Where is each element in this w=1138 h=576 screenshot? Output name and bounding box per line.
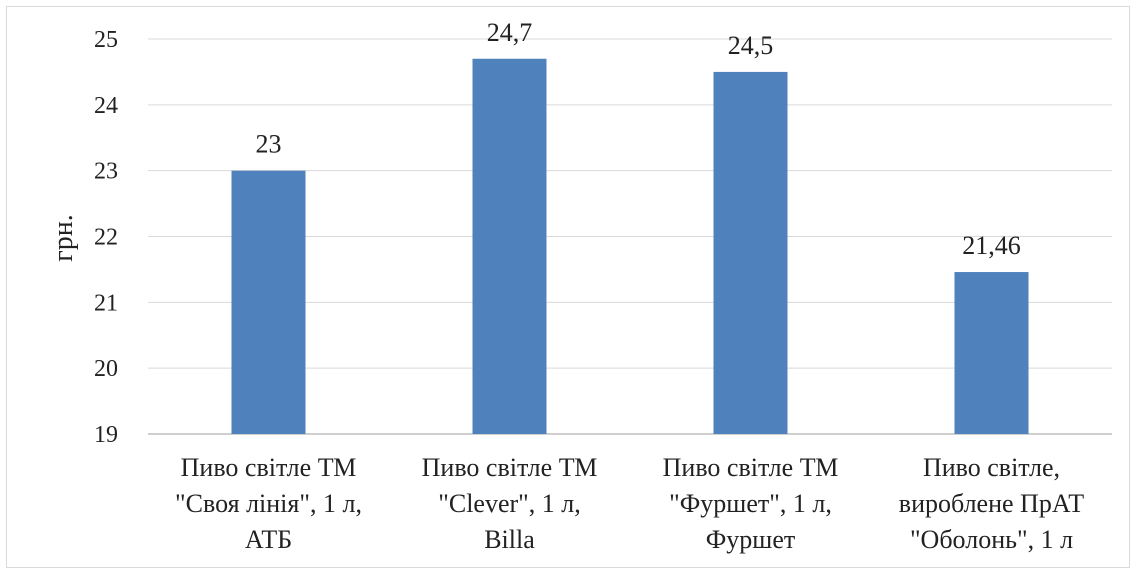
data-labels: 23 24,7 24,5 21,46: [256, 18, 1021, 260]
x-category-label-line: вироблене ПрАТ: [899, 489, 1085, 518]
y-tick-label: 20: [94, 356, 118, 382]
x-category-label-line: АТБ: [245, 525, 292, 554]
x-category-label: Пиво світле, вироблене ПрАТ "Оболонь", 1 л: [899, 453, 1085, 554]
data-label: 24,5: [728, 31, 774, 60]
x-category-label-line: "Своя лінія", 1 л,: [175, 489, 362, 518]
x-category-label: Пиво світле ТМ "Clever", 1 л, Billa: [422, 453, 598, 554]
gridlines: [148, 38, 1112, 435]
x-category-label-line: Фуршет: [706, 525, 795, 554]
bar: [954, 272, 1029, 434]
x-category-labels: Пиво світле ТМ "Своя лінія", 1 л, АТБПиво …: [175, 453, 1084, 554]
bar: [472, 58, 547, 434]
y-axis-label: грн.: [48, 214, 79, 261]
y-tick-label: 22: [94, 225, 118, 251]
y-tick-label: 21: [94, 290, 118, 316]
x-category-label-line: Пиво світле ТМ: [181, 453, 357, 482]
x-category-label-line: "Оболонь", 1 л: [910, 525, 1073, 554]
y-tick-label: 19: [94, 422, 118, 448]
data-label: 21,46: [962, 231, 1021, 260]
bar: [231, 170, 306, 434]
y-tick-label: 24: [94, 93, 118, 119]
x-category-label-line: Пиво світле,: [923, 453, 1060, 482]
y-tick-labels: 19 20 21 22 23 24 25: [94, 27, 118, 448]
x-category-label-line: Пиво світле ТМ: [422, 453, 598, 482]
data-label: 23: [256, 130, 282, 159]
data-label: 24,7: [487, 18, 533, 47]
x-category-label: Пиво світле ТМ "Фуршет", 1 л, Фуршет: [663, 453, 839, 554]
x-category-label-line: "Clever", 1 л,: [438, 489, 581, 518]
x-category-label: Пиво світле ТМ "Своя лінія", 1 л, АТБ: [175, 453, 362, 554]
y-tick-label: 25: [94, 27, 118, 53]
x-category-label-line: "Фуршет", 1 л,: [669, 489, 832, 518]
y-tick-label: 23: [94, 159, 118, 185]
x-category-label-line: Пиво світле ТМ: [663, 453, 839, 482]
bars: [231, 58, 1029, 435]
chart-frame: [6, 6, 1130, 568]
x-category-label-line: Billa: [484, 525, 535, 554]
bar: [713, 71, 788, 435]
